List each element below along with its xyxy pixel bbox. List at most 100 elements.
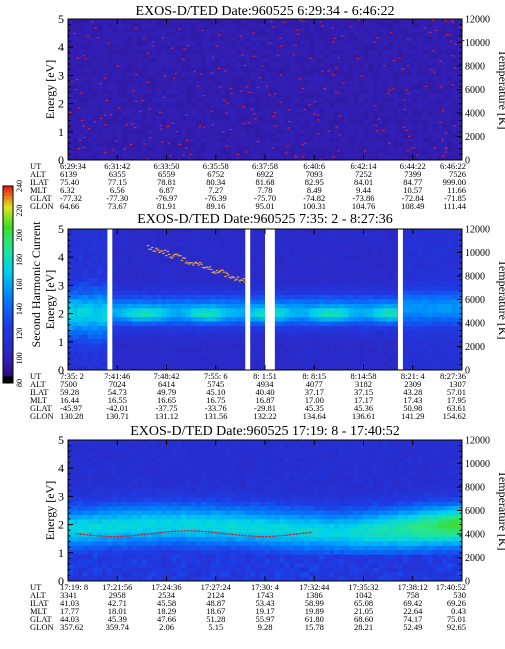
heatmap-cell (176, 27, 182, 33)
heatmap-cell (196, 295, 202, 300)
heatmap-cell (156, 151, 162, 156)
heatmap-cell (402, 151, 409, 156)
heatmap-cell (136, 151, 143, 156)
heatmap-cell (324, 361, 330, 366)
heatmap-cell (210, 115, 217, 121)
heatmap-cell (196, 339, 202, 344)
heatmap-cell (122, 299, 128, 305)
trace-point (445, 132, 448, 134)
heatmap-cell (181, 98, 187, 104)
heatmap-cell (102, 133, 108, 139)
heatmap-cell (358, 19, 364, 24)
heatmap-cell (102, 330, 108, 336)
heatmap-cell (92, 277, 98, 283)
heatmap-cell (171, 32, 177, 38)
heatmap-cell (92, 133, 98, 139)
heatmap-cell (186, 356, 192, 362)
heatmap-cell (166, 120, 172, 126)
heatmap-cell (141, 343, 148, 349)
heatmap-cell (383, 98, 389, 104)
heatmap-cell (348, 325, 355, 331)
heatmap-cell (77, 321, 84, 327)
heatmap-cell (353, 325, 359, 331)
heatmap-cell (68, 259, 74, 265)
heatmap-cell (146, 317, 153, 322)
heatmap-cell (319, 27, 325, 33)
heatmap-cell (383, 93, 389, 99)
heatmap-cell (97, 133, 103, 139)
heatmap-cell (141, 308, 148, 314)
heatmap-cell (289, 277, 295, 283)
heatmap-cell (294, 356, 300, 362)
heatmap-cell (269, 290, 276, 296)
heatmap-cell (245, 49, 251, 55)
heatmap-cell (205, 334, 212, 340)
heatmap-cell (82, 54, 89, 60)
heatmap-cell (338, 32, 345, 38)
heatmap-cell (255, 120, 261, 126)
heatmap-cell (378, 19, 384, 24)
heatmap-cell (457, 115, 463, 121)
heatmap-cell (442, 133, 448, 139)
heatmap-cell (294, 259, 300, 265)
heatmap-cell (319, 325, 325, 331)
heatmap-cell (92, 321, 98, 327)
heatmap-cell (265, 49, 271, 55)
heatmap-cell (393, 85, 399, 90)
heatmap-cell (186, 102, 192, 108)
heatmap-cell (235, 49, 241, 55)
heatmap-cell (358, 356, 364, 362)
heatmap-cell (210, 339, 217, 344)
heatmap-cell (422, 155, 428, 161)
heatmap-cell (368, 308, 374, 314)
heatmap-cell (368, 89, 374, 95)
heatmap-cell (368, 155, 374, 161)
heatmap-cell (220, 259, 226, 265)
heatmap-cell (452, 45, 458, 51)
heatmap-cell (77, 255, 84, 261)
heatmap-cell (343, 356, 350, 362)
heatmap-cell (215, 317, 222, 322)
heatmap-cell (309, 339, 315, 344)
heatmap-cell (191, 330, 197, 336)
trace-point (413, 147, 416, 149)
heatmap-cell (250, 356, 256, 362)
heatmap-cell (284, 49, 291, 55)
heatmap-cell (329, 102, 335, 108)
heatmap-cell (132, 361, 138, 366)
heatmap-cell (358, 151, 364, 156)
table-cell: -72.84 (402, 193, 425, 203)
heatmap-cell (82, 142, 89, 148)
heatmap-cell (333, 259, 340, 265)
heatmap-cell (225, 264, 231, 270)
heatmap-cell (127, 76, 133, 82)
heatmap-cell (72, 339, 79, 344)
heatmap-cell (255, 89, 261, 95)
heatmap-cell (368, 63, 374, 68)
heatmap-cell (97, 242, 103, 248)
heatmap-cell (146, 343, 153, 349)
heatmap-cell (161, 85, 167, 90)
heatmap-cell (260, 303, 266, 309)
heatmap-cell (146, 71, 153, 77)
heatmap-cell (230, 286, 236, 292)
heatmap-cell (299, 290, 305, 296)
heatmap-cell (146, 58, 153, 64)
heatmap-cell (146, 259, 153, 265)
heatmap-cell (274, 273, 281, 278)
heatmap-cell (353, 45, 359, 51)
heatmap-cell (107, 120, 113, 126)
heatmap-cell (200, 71, 207, 77)
heatmap-cell (407, 36, 414, 42)
trace-point (461, 40, 465, 42)
heatmap-cell (107, 49, 113, 55)
heatmap-cell (220, 58, 226, 64)
heatmap-cell (432, 49, 438, 55)
heatmap-cell (358, 102, 364, 108)
heatmap-cell (368, 277, 374, 283)
heatmap-cell (87, 339, 94, 344)
heatmap-cell (309, 242, 315, 248)
trace-point (82, 125, 85, 127)
heatmap-cell (314, 63, 320, 68)
heatmap-cell (329, 281, 335, 287)
